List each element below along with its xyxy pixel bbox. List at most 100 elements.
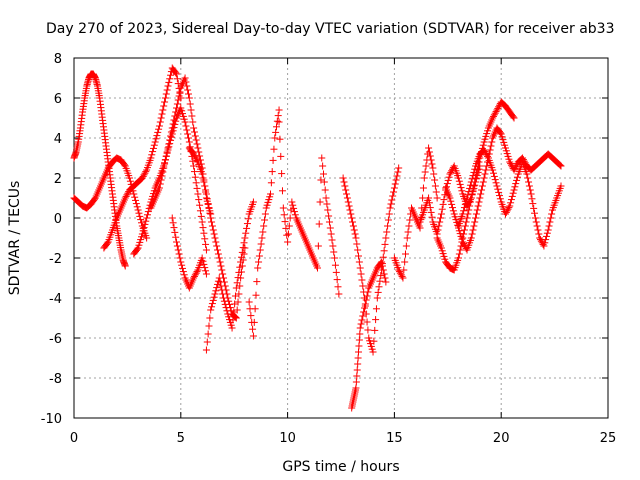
data-point <box>489 166 497 174</box>
data-point <box>173 70 181 78</box>
data-point-interp <box>205 204 213 212</box>
data-point <box>429 164 437 172</box>
data-point-interp <box>183 126 191 134</box>
data-point-interp <box>158 110 166 118</box>
data-point-interp <box>375 283 383 291</box>
data-point-interp <box>167 132 175 140</box>
data-point-interp <box>469 188 477 196</box>
data-points <box>70 64 565 412</box>
data-point-interp <box>201 182 209 190</box>
data-point-interp <box>252 291 260 299</box>
data-point-interp <box>513 161 521 169</box>
data-point-interp <box>281 218 289 226</box>
data-point <box>420 174 428 182</box>
data-point <box>168 214 176 222</box>
data-point-interp <box>465 206 473 214</box>
data-point-interp <box>140 171 148 179</box>
data-point <box>258 234 266 242</box>
data-point-interp <box>206 314 214 322</box>
data-point-interp <box>200 178 208 186</box>
data-point-interp <box>374 288 382 296</box>
data-point <box>352 384 360 392</box>
data-point-interp <box>103 239 111 247</box>
data-point-interp <box>190 128 198 136</box>
data-point-interp <box>239 244 247 252</box>
data-point-interp <box>495 192 503 200</box>
data-point-interp <box>208 300 216 308</box>
data-point-interp <box>422 162 430 170</box>
data-point-interp <box>398 272 406 280</box>
data-point-interp <box>159 168 167 176</box>
data-point-interp <box>236 263 244 271</box>
data-point <box>228 324 236 332</box>
data-point <box>177 258 185 266</box>
data-point <box>536 234 544 242</box>
data-point <box>202 270 210 278</box>
data-point-interp <box>380 270 388 278</box>
data-point-interp <box>231 292 239 300</box>
data-point <box>489 114 497 122</box>
data-point-interp <box>291 211 299 219</box>
data-point-interp <box>357 320 365 328</box>
data-point <box>493 106 501 114</box>
data-point-interp <box>173 75 181 83</box>
data-point-interp <box>141 220 149 228</box>
data-point-interp <box>384 222 392 230</box>
data-point <box>472 214 480 222</box>
data-point-interp <box>191 173 199 181</box>
data-point-interp <box>251 305 259 313</box>
x-axis-label: GPS time / hours <box>282 459 399 475</box>
data-point-interp <box>175 92 183 100</box>
data-point-interp <box>456 180 464 188</box>
data-point-interp <box>341 182 349 190</box>
data-point-interp <box>327 230 335 238</box>
data-point-interp <box>255 252 263 260</box>
data-point-interp <box>444 176 452 184</box>
data-point-interp <box>511 183 519 191</box>
data-point-interp <box>470 184 478 192</box>
data-point-interp <box>390 188 398 196</box>
data-point-interp <box>491 109 499 117</box>
data-point <box>382 234 390 242</box>
data-point-interp <box>219 270 227 278</box>
data-point <box>459 210 467 218</box>
data-point-interp <box>426 152 434 160</box>
data-point <box>267 190 275 198</box>
data-point-interp <box>401 258 409 266</box>
data-point-interp <box>354 360 362 368</box>
data-point-interp <box>355 336 363 344</box>
data-point-interp <box>328 236 336 244</box>
data-point-interp <box>363 318 371 326</box>
data-point-interp <box>364 288 372 296</box>
data-point-interp <box>217 282 225 290</box>
data-point-interp <box>360 308 368 316</box>
data-point-interp <box>508 192 516 200</box>
data-point-interp <box>188 112 196 120</box>
data-point-interp <box>278 187 286 195</box>
data-point <box>378 258 386 266</box>
data-point-interp <box>270 145 278 153</box>
data-point <box>510 114 518 122</box>
data-point-interp <box>142 217 150 225</box>
data-point <box>446 170 454 178</box>
data-point-interp <box>213 242 221 250</box>
data-point-interp <box>349 218 357 226</box>
data-point-interp <box>472 175 480 183</box>
data-point-interp <box>392 176 400 184</box>
data-point-interp <box>378 262 386 270</box>
data-point-interp <box>148 151 156 159</box>
data-point-interp <box>532 218 540 226</box>
data-point <box>279 204 287 212</box>
data-point <box>510 186 518 194</box>
y-tick-label: -4 <box>49 292 62 307</box>
data-point-interp <box>455 250 463 258</box>
data-point <box>121 262 129 270</box>
data-point-interp <box>443 183 451 191</box>
data-point-interp <box>481 170 489 178</box>
data-point <box>322 194 330 202</box>
data-point-interp <box>171 112 179 120</box>
data-point-interp <box>256 246 264 254</box>
data-point <box>211 290 219 298</box>
data-point-interp <box>325 212 333 220</box>
data-point-interp <box>440 196 448 204</box>
